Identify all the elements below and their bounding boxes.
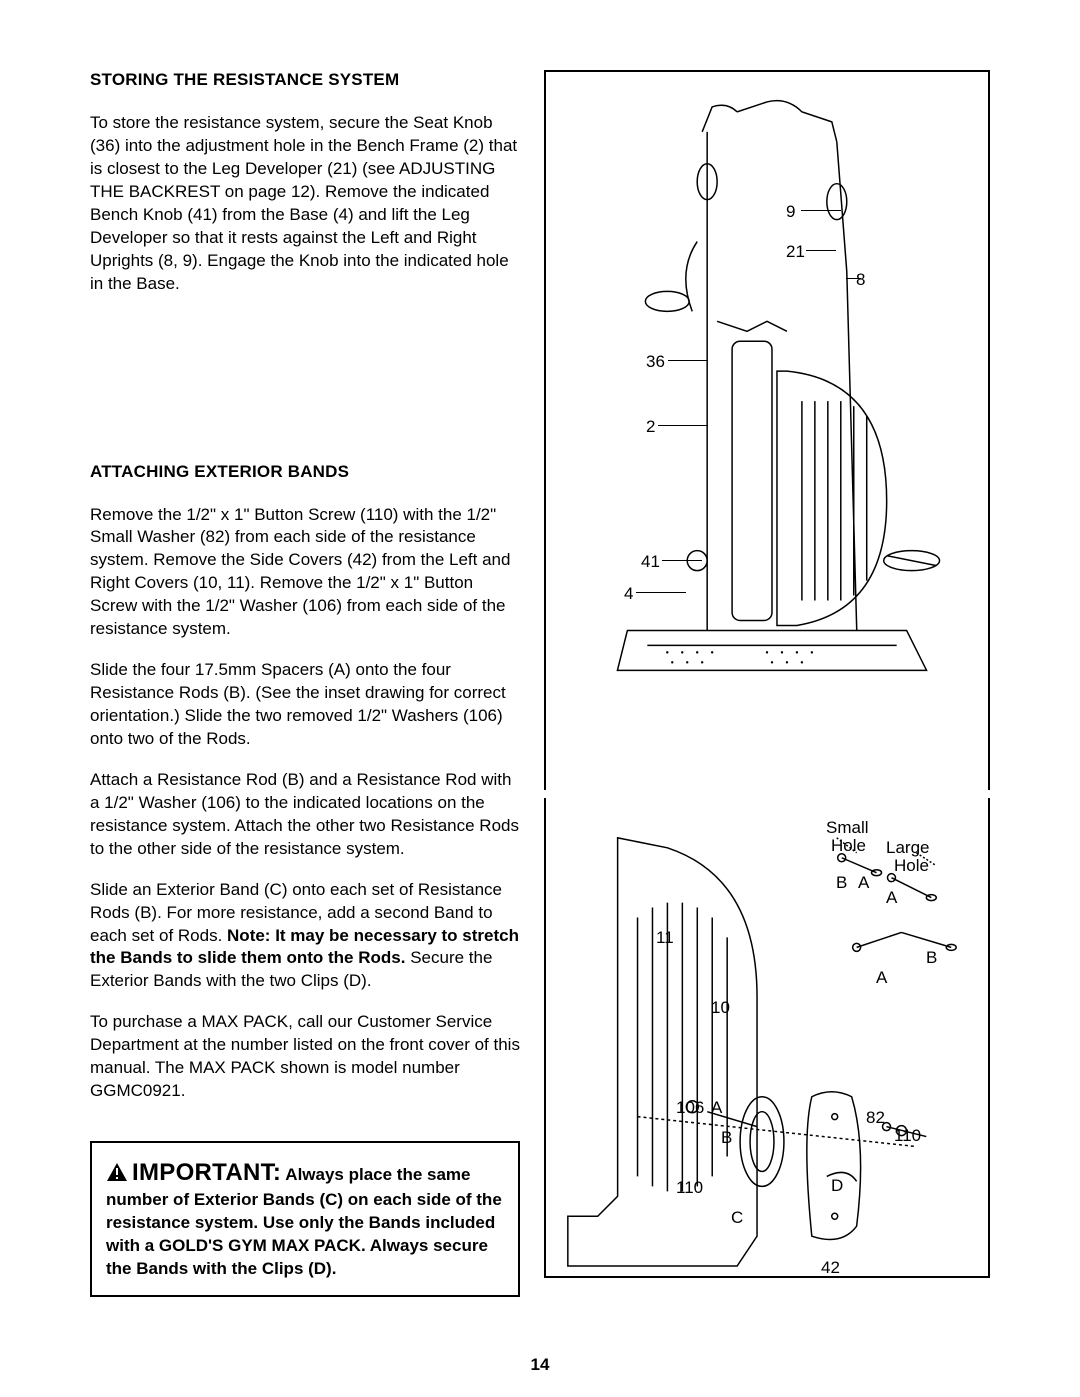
section2-heading: ATTACHING EXTERIOR BANDS <box>90 462 520 482</box>
leader-line <box>801 210 841 211</box>
section1-heading: STORING THE RESISTANCE SYSTEM <box>90 70 520 90</box>
left-column: STORING THE RESISTANCE SYSTEM To store t… <box>90 70 520 1290</box>
exercise-machine-drawing <box>546 72 988 790</box>
figure-bottom: SmallHoleLargeHoleBAABA1110106AB82110110… <box>544 798 990 1278</box>
callout-label: Small <box>826 818 869 838</box>
callout-label: 8 <box>856 270 865 290</box>
callout-label: 11 <box>656 928 674 948</box>
section2-p1: Remove the 1/2" x 1" Button Screw (110) … <box>90 504 520 642</box>
two-column-layout: STORING THE RESISTANCE SYSTEM To store t… <box>90 70 990 1290</box>
right-column: 9 21 8 36 2 41 4 <box>544 70 990 1290</box>
callout-label: A <box>711 1098 722 1118</box>
callout-label: D <box>831 1176 843 1196</box>
callout-label: A <box>886 888 897 908</box>
callout-label: 2 <box>646 417 655 437</box>
callout-label: 4 <box>624 584 633 604</box>
callout-label: 41 <box>641 552 660 572</box>
callout-label: B <box>926 948 937 968</box>
leader-line <box>662 560 702 561</box>
callout-label: 42 <box>821 1258 840 1278</box>
spacer <box>90 314 520 462</box>
callout-label: 21 <box>786 242 805 262</box>
callout-label: 10 <box>711 998 730 1018</box>
section2-p2: Slide the four 17.5mm Spacers (A) onto t… <box>90 659 520 751</box>
leader-line <box>636 592 686 593</box>
callout-label: Hole <box>894 856 929 876</box>
important-lead: IMPORTANT: <box>132 1159 281 1186</box>
section2-p3: Attach a Resistance Rod (B) and a Resist… <box>90 769 520 861</box>
section1-p1: To store the resistance system, secure t… <box>90 112 520 296</box>
leader-line <box>658 425 708 426</box>
important-box: IMPORTANT: Always place the same number … <box>90 1141 520 1297</box>
callout-label: Large <box>886 838 929 858</box>
callout-label: 110 <box>894 1126 921 1146</box>
section2-p4: Slide an Exterior Band (C) onto each set… <box>90 879 520 994</box>
callout-label: 82 <box>866 1108 885 1128</box>
leader-line <box>668 360 708 361</box>
section2-p5: To purchase a MAX PACK, call our Custome… <box>90 1011 520 1103</box>
leader-line <box>806 250 836 251</box>
callout-label: 9 <box>786 202 795 222</box>
callout-label: Hole <box>831 836 866 856</box>
callout-label: 36 <box>646 352 665 372</box>
callout-label: A <box>858 873 869 893</box>
page-number: 14 <box>0 1355 1080 1375</box>
callout-label: A <box>876 968 887 988</box>
callout-label: 110 <box>676 1178 703 1198</box>
warning-icon <box>106 1162 128 1189</box>
callout-label: C <box>731 1208 743 1228</box>
callout-label: B <box>836 873 847 893</box>
callout-label: B <box>721 1128 732 1148</box>
figure-top: 9 21 8 36 2 41 4 <box>544 70 990 790</box>
leader-line <box>846 278 861 279</box>
callout-label: 106 <box>676 1098 704 1118</box>
important-text: IMPORTANT: Always place the same number … <box>106 1157 504 1281</box>
